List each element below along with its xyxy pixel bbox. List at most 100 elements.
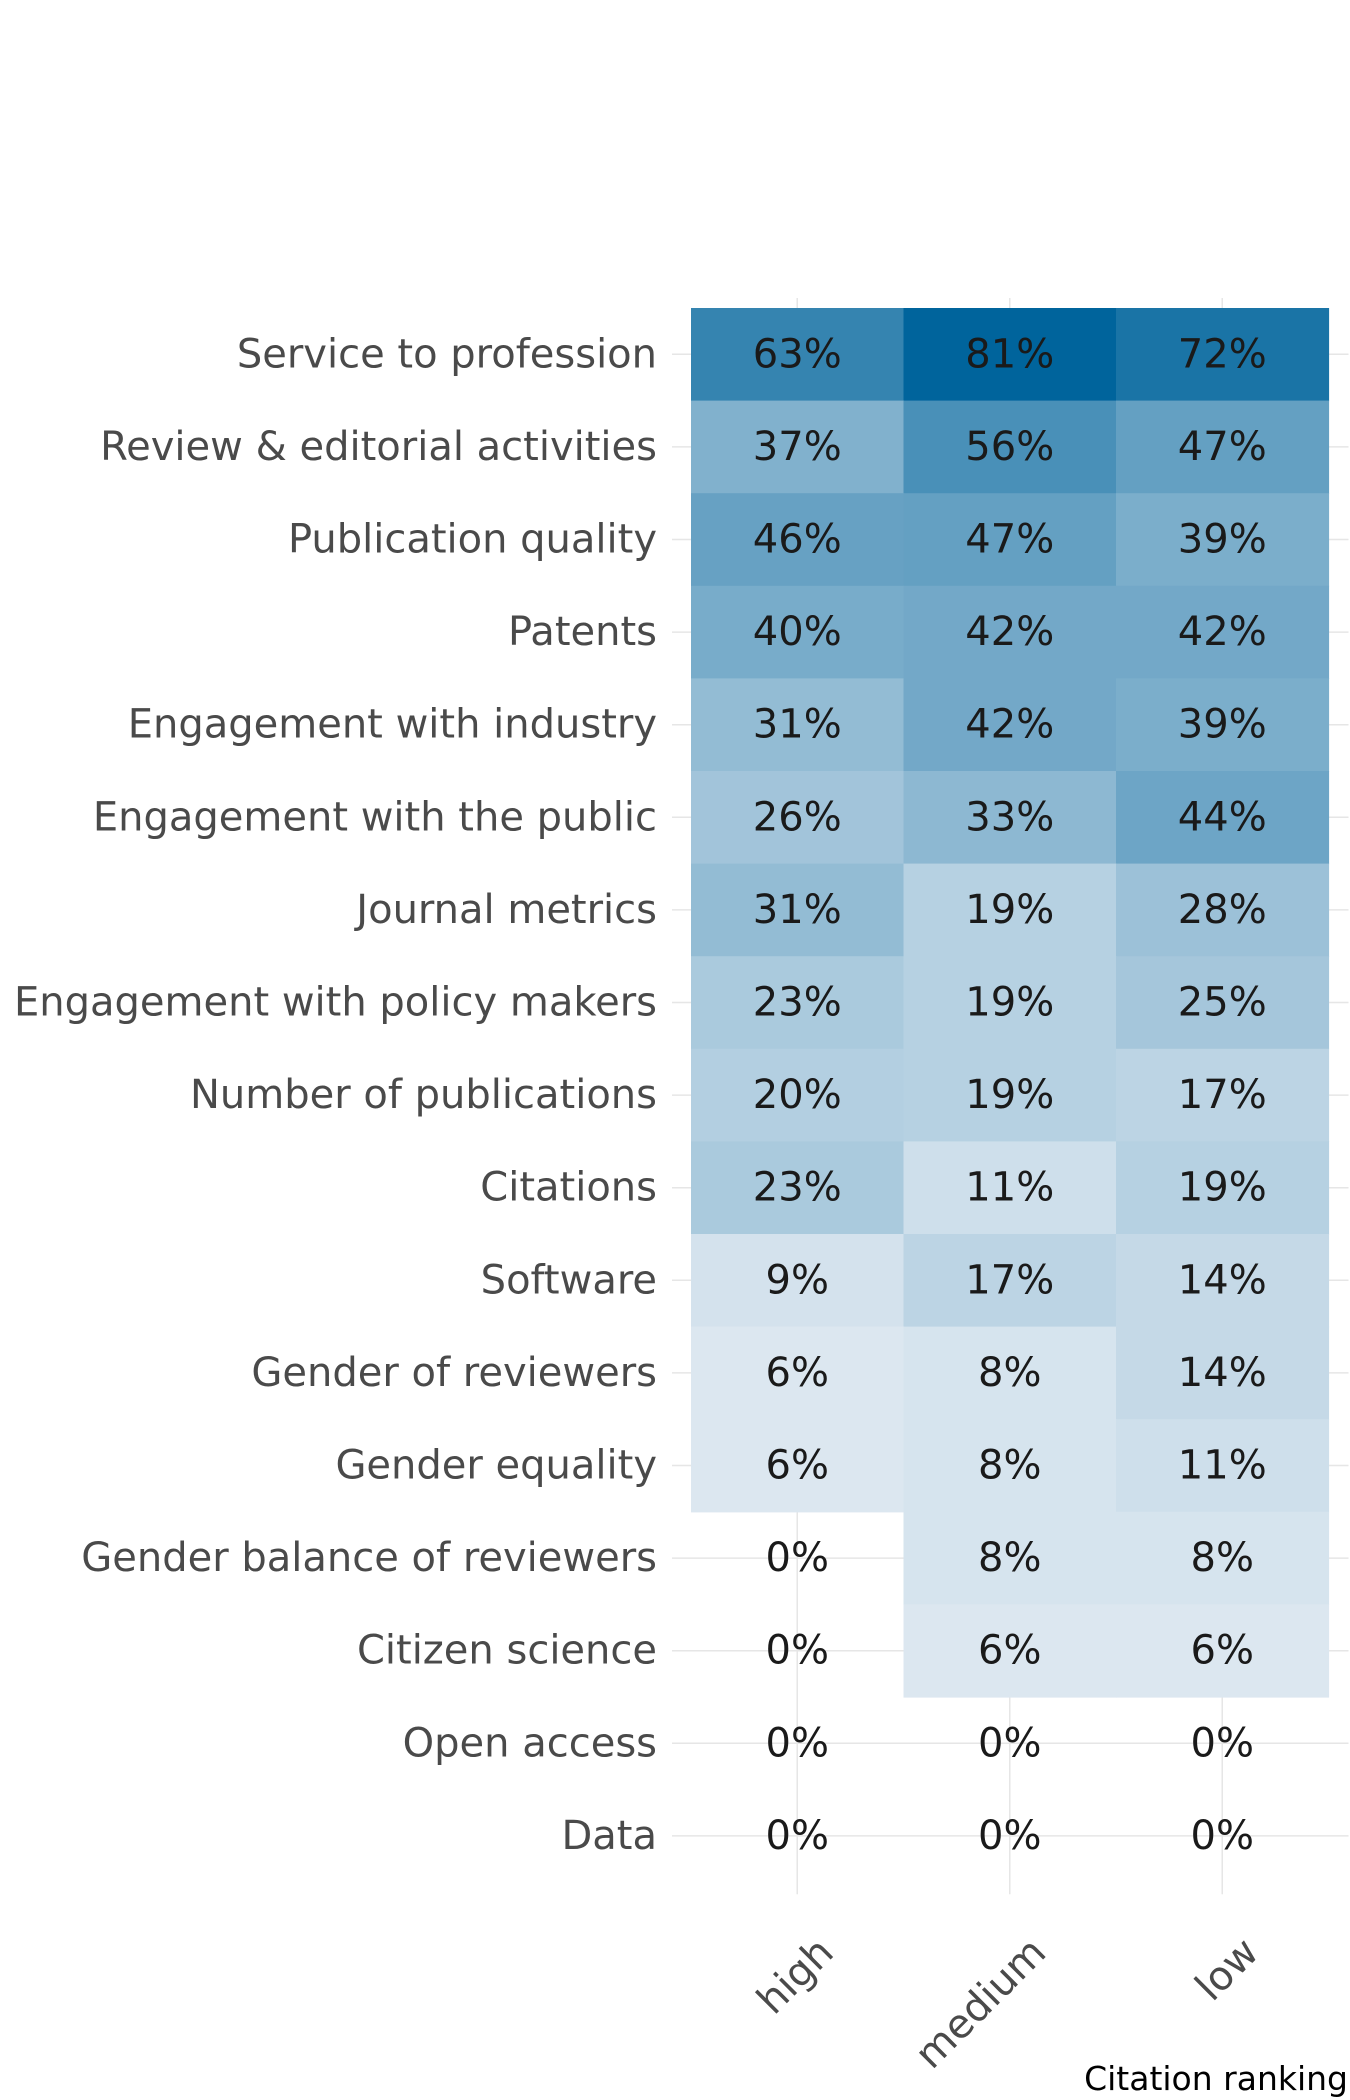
cell-value-label: 0% bbox=[766, 1535, 829, 1581]
heatmap-cell bbox=[691, 1419, 905, 1513]
cell-value-label: 44% bbox=[1178, 794, 1267, 840]
heatmap-cell bbox=[903, 1234, 1117, 1328]
cell-value-label: 11% bbox=[965, 1165, 1054, 1211]
heatmap-cell bbox=[1116, 1419, 1330, 1513]
heatmap-cell bbox=[903, 863, 1117, 957]
cell-value-label: 19% bbox=[1178, 1165, 1267, 1211]
cell-value-label: 47% bbox=[1178, 424, 1267, 470]
heatmap-cells bbox=[691, 308, 1330, 1698]
y-tick-label: Journal metrics bbox=[353, 887, 657, 933]
heatmap-cell bbox=[903, 1326, 1117, 1420]
cell-value-label: 0% bbox=[978, 1720, 1041, 1766]
cell-value-label: 0% bbox=[766, 1813, 829, 1859]
cell-value-label: 11% bbox=[1178, 1443, 1267, 1489]
y-tick-label: Gender equality bbox=[335, 1443, 657, 1489]
heatmap-cell bbox=[1116, 1326, 1330, 1420]
y-tick-label: Engagement with the public bbox=[93, 794, 657, 840]
cell-value-label: 17% bbox=[965, 1257, 1054, 1303]
cell-value-label: 42% bbox=[965, 702, 1054, 748]
heatmap-cell bbox=[691, 678, 905, 772]
y-tick-label: Engagement with industry bbox=[128, 702, 657, 748]
heatmap-cell bbox=[1116, 1604, 1330, 1698]
cell-value-label: 0% bbox=[978, 1813, 1041, 1859]
cell-value-label: 72% bbox=[1178, 331, 1267, 377]
cell-value-labels: 63% 81% 72% 37% 56% 47% 46% 47% 39% 40% 42% 42% 31% 4… bbox=[753, 331, 1267, 1859]
cell-value-label: 20% bbox=[753, 1072, 842, 1118]
cell-value-label: 19% bbox=[965, 1072, 1054, 1118]
heatmap-cell bbox=[903, 400, 1117, 494]
y-tick-label: Citizen science bbox=[357, 1628, 657, 1674]
heatmap-cell bbox=[903, 1141, 1117, 1235]
heatmap-cell bbox=[691, 1048, 905, 1142]
cell-value-label: 63% bbox=[753, 331, 842, 377]
x-axis-tick-labels: high medium low bbox=[748, 1929, 1267, 2078]
y-tick-label: Open access bbox=[403, 1720, 657, 1766]
y-axis-tick-labels: Service to profession Review & editorial … bbox=[14, 331, 657, 1859]
cell-value-label: 0% bbox=[766, 1720, 829, 1766]
cell-value-label: 25% bbox=[1178, 980, 1267, 1026]
heatmap-cell bbox=[691, 863, 905, 957]
cell-value-label: 6% bbox=[978, 1628, 1041, 1674]
cell-value-label: 23% bbox=[753, 980, 842, 1026]
heatmap-cell bbox=[691, 1141, 905, 1235]
x-tick-label: low bbox=[1187, 1929, 1268, 2010]
heatmap-cell bbox=[1116, 308, 1330, 402]
heatmap-cell bbox=[691, 771, 905, 865]
cell-value-label: 40% bbox=[753, 609, 842, 655]
heatmap-cell bbox=[1116, 1141, 1330, 1235]
heatmap-cell bbox=[903, 308, 1117, 402]
cell-value-label: 28% bbox=[1178, 887, 1267, 933]
heatmap-cell bbox=[1116, 1234, 1330, 1328]
heatmap-cell bbox=[903, 771, 1117, 865]
heatmap-cell bbox=[1116, 956, 1330, 1050]
y-tick-label: Service to profession bbox=[237, 331, 657, 377]
heatmap-cell bbox=[691, 400, 905, 494]
cell-value-label: 14% bbox=[1178, 1257, 1267, 1303]
cell-value-label: 47% bbox=[965, 517, 1054, 563]
y-tick-label: Software bbox=[481, 1257, 657, 1303]
y-tick-label: Gender of reviewers bbox=[251, 1350, 657, 1396]
cell-value-label: 42% bbox=[965, 609, 1054, 655]
cell-value-label: 26% bbox=[753, 794, 842, 840]
cell-value-label: 19% bbox=[965, 980, 1054, 1026]
heatmap-cell bbox=[1116, 400, 1330, 494]
y-tick-label: Review & editorial activities bbox=[100, 424, 657, 470]
heatmap-cell bbox=[903, 1604, 1117, 1698]
heatmap-cell bbox=[691, 308, 905, 402]
cell-value-label: 0% bbox=[1191, 1720, 1254, 1766]
cell-value-label: 39% bbox=[1178, 702, 1267, 748]
y-tick-label: Engagement with policy makers bbox=[14, 980, 657, 1026]
cell-value-label: 31% bbox=[753, 702, 842, 748]
x-axis-title: Citation ranking bbox=[1084, 2059, 1348, 2098]
y-tick-label: Citations bbox=[480, 1165, 657, 1211]
y-tick-label: Publication quality bbox=[288, 517, 657, 563]
cell-value-label: 9% bbox=[766, 1257, 829, 1303]
cell-value-label: 8% bbox=[978, 1350, 1041, 1396]
cell-value-label: 14% bbox=[1178, 1350, 1267, 1396]
cell-value-label: 42% bbox=[1178, 609, 1267, 655]
y-tick-label: Gender balance of reviewers bbox=[81, 1535, 657, 1581]
x-tick-label: high bbox=[748, 1929, 842, 2023]
cell-value-label: 39% bbox=[1178, 517, 1267, 563]
x-tick-label: medium bbox=[906, 1929, 1055, 2078]
heatmap-cell bbox=[903, 493, 1117, 587]
heatmap-cell bbox=[1116, 678, 1330, 772]
cell-value-label: 37% bbox=[753, 424, 842, 470]
cell-value-label: 17% bbox=[1178, 1072, 1267, 1118]
heatmap-cell bbox=[1116, 1511, 1330, 1605]
cell-value-label: 8% bbox=[1191, 1535, 1254, 1581]
heatmap-cell bbox=[903, 956, 1117, 1050]
heatmap-cell bbox=[903, 585, 1117, 679]
cell-value-label: 56% bbox=[965, 424, 1054, 470]
cell-value-label: 23% bbox=[753, 1165, 842, 1211]
cell-value-label: 0% bbox=[1191, 1813, 1254, 1859]
heatmap-cell bbox=[903, 1048, 1117, 1142]
heatmap-cell bbox=[903, 1511, 1117, 1605]
cell-value-label: 6% bbox=[766, 1350, 829, 1396]
y-tick-label: Number of publications bbox=[190, 1072, 657, 1118]
heatmap-cell bbox=[1116, 1048, 1330, 1142]
heatmap-cell bbox=[691, 493, 905, 587]
y-tick-label: Data bbox=[561, 1813, 657, 1859]
heatmap-cell bbox=[691, 1326, 905, 1420]
